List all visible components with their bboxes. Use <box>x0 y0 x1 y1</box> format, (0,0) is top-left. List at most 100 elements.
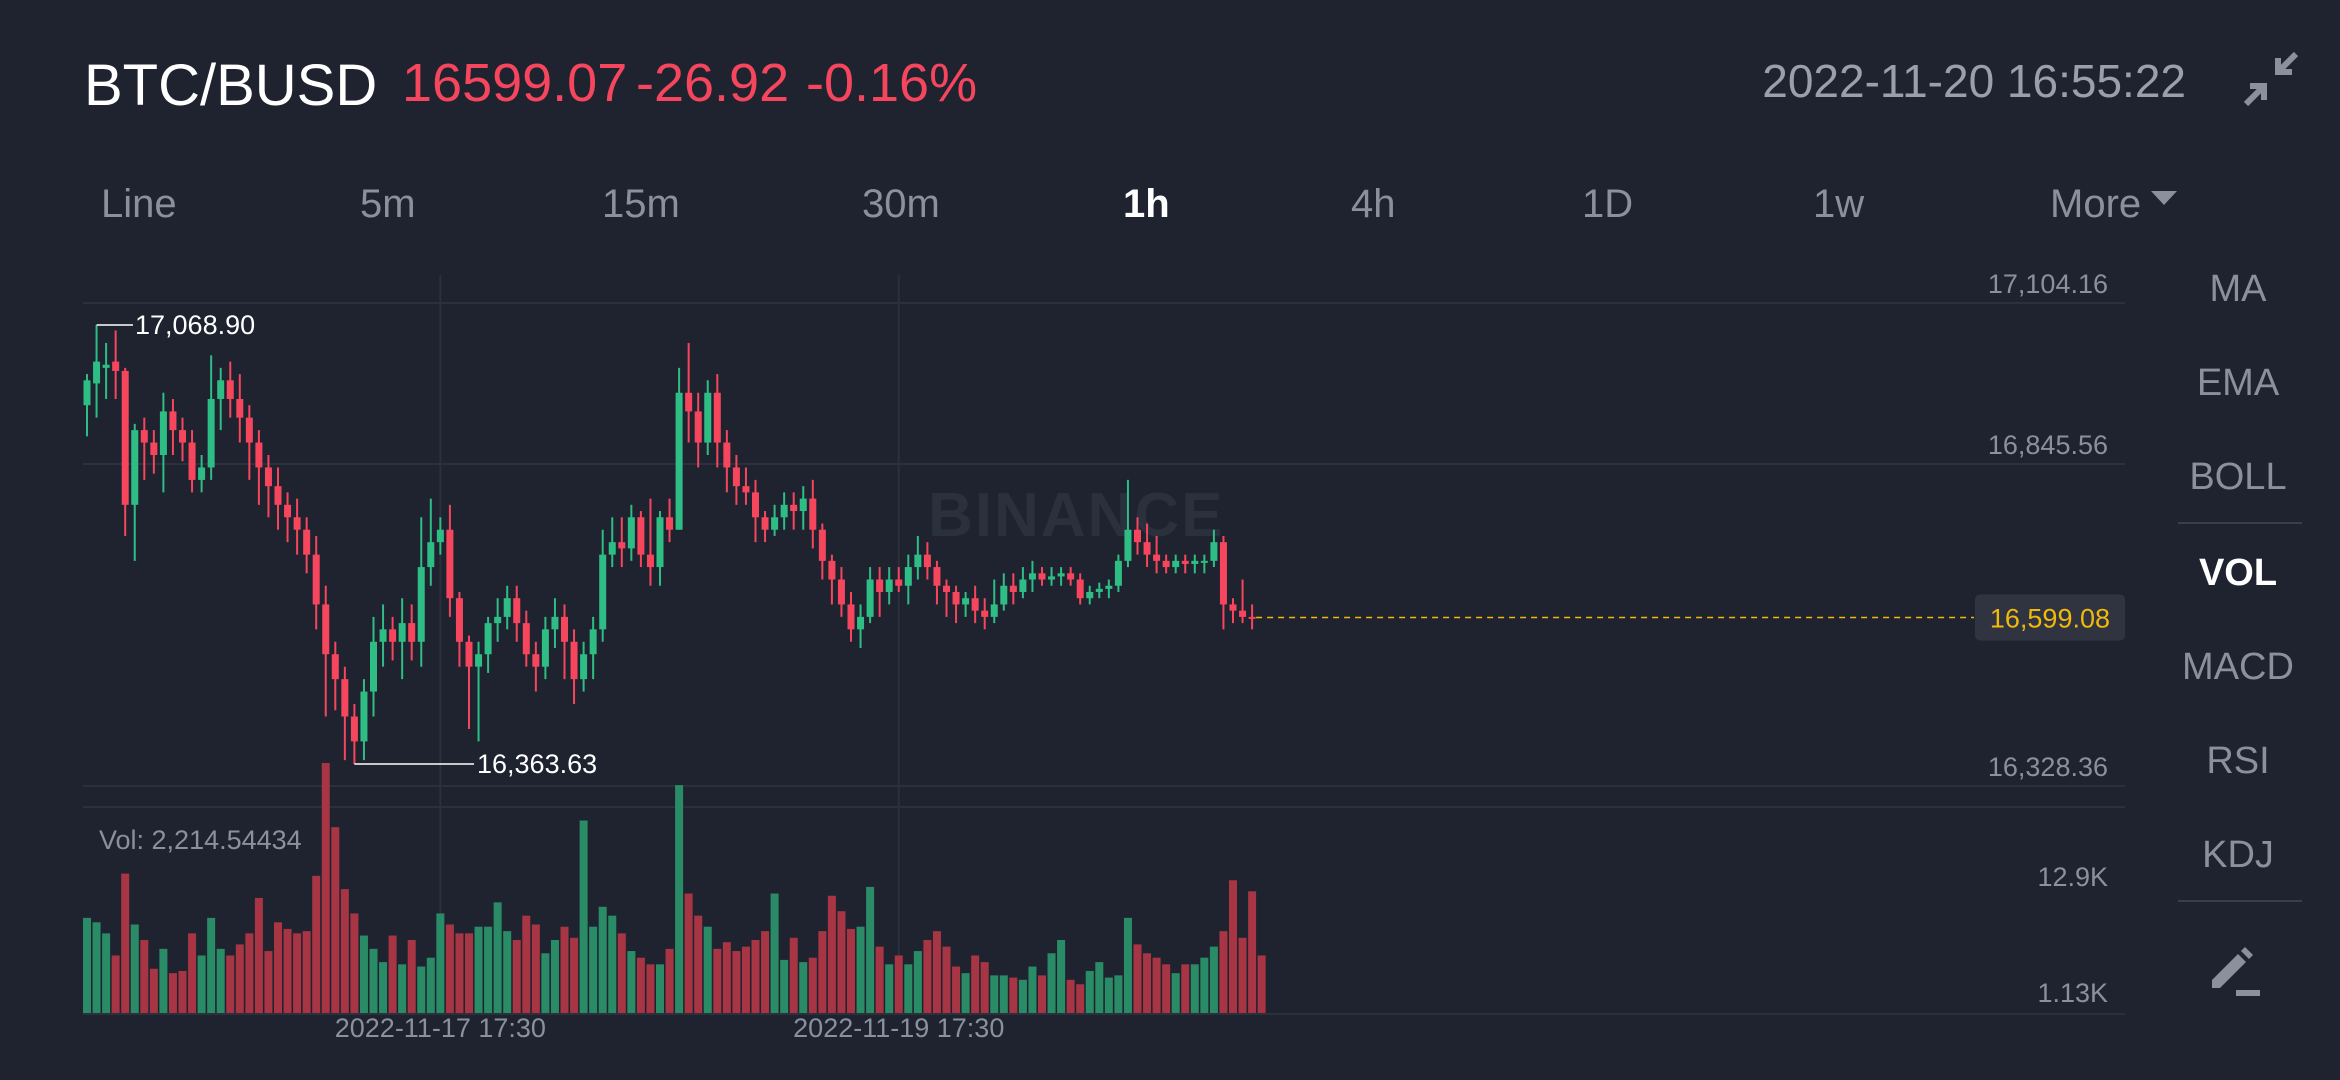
candle-body <box>484 623 492 655</box>
candle-body <box>436 529 444 543</box>
candle-body <box>637 517 645 555</box>
candle-body <box>284 504 292 518</box>
volume-bar <box>1209 946 1218 1013</box>
candle-body <box>656 517 664 568</box>
tab-more[interactable]: More <box>2050 182 2178 227</box>
volume-bar <box>827 895 836 1013</box>
binance-watermark: BINANCE <box>928 481 1225 550</box>
volume-bar <box>1123 917 1132 1013</box>
tab-5m[interactable]: 5m <box>360 182 416 227</box>
candle-body <box>417 567 425 642</box>
tab-30m[interactable]: 30m <box>862 182 940 227</box>
price-change-percent: -0.16% <box>806 53 978 113</box>
volume-bar <box>885 964 894 1013</box>
volume-bar <box>503 931 512 1013</box>
candle-body <box>1105 585 1113 589</box>
volume-bar <box>168 973 177 1013</box>
indicator-ma[interactable]: MA <box>2209 268 2267 310</box>
volume-bar <box>197 955 206 1013</box>
volume-bar <box>751 939 760 1013</box>
candle-body <box>255 442 263 468</box>
volume-bar <box>589 926 598 1013</box>
volume-bar <box>665 948 674 1013</box>
indicator-macd[interactable]: MACD <box>2182 646 2294 688</box>
volume-bar <box>1104 977 1113 1013</box>
candle-body <box>752 492 759 518</box>
candle-body <box>1000 585 1008 605</box>
candle-body <box>895 579 903 586</box>
volume-bar <box>1047 953 1056 1013</box>
candle-body <box>207 398 215 468</box>
candle-body <box>923 554 931 568</box>
candle-body <box>799 498 807 512</box>
indicator-rsi[interactable]: RSI <box>2206 740 2270 782</box>
tab-1d[interactable]: 1D <box>1582 182 1633 227</box>
volume-bar <box>932 931 941 1013</box>
volume-tick-label: 12.9K <box>2037 862 2108 892</box>
volume-bar <box>856 926 865 1013</box>
last-price-tag-label: 16,599.08 <box>1990 603 2110 633</box>
volume-bar <box>474 926 483 1013</box>
volume-bar <box>1018 979 1027 1013</box>
indicator-vol[interactable]: VOL <box>2198 552 2278 594</box>
collapse-arrows-icon[interactable] <box>2242 50 2300 108</box>
volume-bar <box>312 875 321 1013</box>
candle-body <box>494 616 502 624</box>
candle-body <box>1248 616 1256 619</box>
candle-body <box>1153 554 1161 561</box>
candle-body <box>990 604 998 617</box>
candle-body <box>675 392 683 530</box>
tab-1h[interactable]: 1h <box>1123 182 1170 227</box>
volume-bar <box>445 924 454 1013</box>
volume-bar <box>952 966 961 1013</box>
volume-bar <box>1038 975 1046 1013</box>
tab-label: 1w <box>1813 182 1865 226</box>
volume-bar <box>703 926 712 1013</box>
candle-body <box>140 430 148 443</box>
candle-body <box>837 579 845 605</box>
pair-symbol[interactable]: BTC/BUSD <box>84 53 378 118</box>
candle-body <box>1143 542 1151 555</box>
tab-4h[interactable]: 4h <box>1351 182 1396 227</box>
volume-bar <box>684 893 693 1013</box>
candle-body <box>1076 579 1084 599</box>
volume-bar <box>1190 964 1199 1013</box>
volume-bar <box>999 975 1008 1013</box>
indicator-boll[interactable]: BOLL <box>2189 456 2287 498</box>
candle-body <box>455 598 463 642</box>
tab-15m[interactable]: 15m <box>602 182 680 227</box>
volume-bar <box>923 939 932 1013</box>
candle-body <box>1095 588 1103 592</box>
volume-bar <box>484 926 493 1013</box>
volume-bar <box>388 935 397 1013</box>
candle-body <box>618 542 626 549</box>
volume-bar <box>1009 977 1018 1013</box>
volume-bar <box>369 948 378 1013</box>
volume-bar <box>426 957 435 1013</box>
candle-body <box>1086 591 1094 599</box>
candle-body <box>561 616 568 642</box>
candle-body <box>198 467 206 480</box>
price-chart[interactable]: 17,068.90 16,363.63 16,599.08 17,104.16 16,8… <box>0 260 2160 1050</box>
tab-label: More <box>2050 182 2142 226</box>
indicator-ema[interactable]: EMA <box>2196 362 2280 404</box>
candle-body <box>732 467 740 487</box>
candle-body <box>857 616 865 630</box>
volume-bar <box>178 970 187 1013</box>
candle-body <box>599 554 607 630</box>
candle-body <box>847 604 855 630</box>
volume-bar <box>980 962 989 1013</box>
volume-bar <box>83 917 91 1013</box>
candle-body <box>398 623 406 642</box>
volume-bar <box>245 933 254 1013</box>
tab-line[interactable]: Line <box>101 182 177 227</box>
candle-body <box>1038 573 1046 580</box>
pencil-icon[interactable] <box>2208 944 2264 1000</box>
candle-body <box>245 417 253 443</box>
tab-label: 30m <box>862 182 940 226</box>
indicator-kdj[interactable]: KDJ <box>2202 834 2274 876</box>
tab-1w[interactable]: 1w <box>1813 182 1864 227</box>
volume-bar <box>92 922 101 1013</box>
volume-bar <box>1219 931 1228 1013</box>
candle-body <box>962 598 970 605</box>
